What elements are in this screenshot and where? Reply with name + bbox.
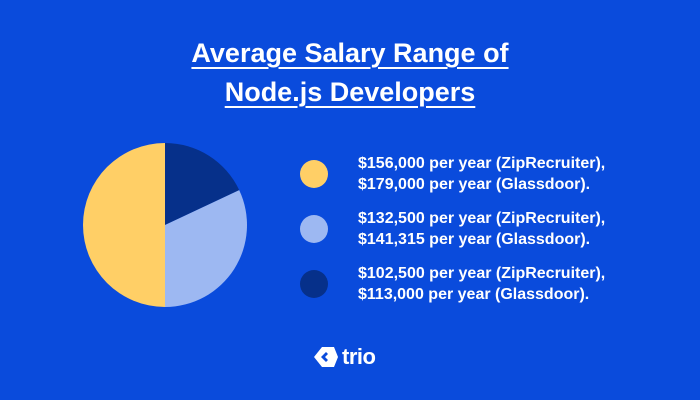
legend-item-2: $132,500 per year (ZipRecruiter), $141,3… <box>300 203 680 255</box>
legend-line: $102,500 per year (ZipRecruiter), <box>358 265 606 282</box>
brand-name: trio <box>342 344 376 369</box>
legend-line: $132,500 per year (ZipRecruiter), <box>358 210 606 227</box>
pie-slice-2 <box>165 190 247 307</box>
legend-text-2: $132,500 per year (ZipRecruiter), $141,3… <box>358 208 605 250</box>
legend-line: $156,000 per year (ZipRecruiter), <box>358 155 606 172</box>
legend-text-1: $156,000 per year (ZipRecruiter), $179,0… <box>358 153 605 195</box>
legend-item-3: $102,500 per year (ZipRecruiter), $113,0… <box>300 258 680 310</box>
chart-title: Average Salary Range of Node.js Develope… <box>0 34 700 112</box>
legend-line: $141,315 per year (Glassdoor). <box>358 231 591 248</box>
title-line-1: Average Salary Range of <box>191 38 509 68</box>
legend-swatch-1 <box>300 160 328 188</box>
title-line-2: Node.js Developers <box>224 77 476 107</box>
legend-item-1: $156,000 per year (ZipRecruiter), $179,0… <box>300 148 680 200</box>
legend-text-3: $102,500 per year (ZipRecruiter), $113,0… <box>358 263 605 305</box>
legend-line: $113,000 per year (Glassdoor). <box>358 286 590 303</box>
trio-logo-icon <box>314 347 338 367</box>
trio-logo: trio <box>313 344 376 370</box>
legend: $156,000 per year (ZipRecruiter), $179,0… <box>300 148 680 313</box>
pie-slice-3 <box>165 143 240 225</box>
pie-chart <box>83 143 247 307</box>
legend-line: $179,000 per year (Glassdoor). <box>358 176 591 193</box>
pie-slice-1 <box>83 143 165 307</box>
legend-swatch-3 <box>300 270 328 298</box>
legend-swatch-2 <box>300 215 328 243</box>
